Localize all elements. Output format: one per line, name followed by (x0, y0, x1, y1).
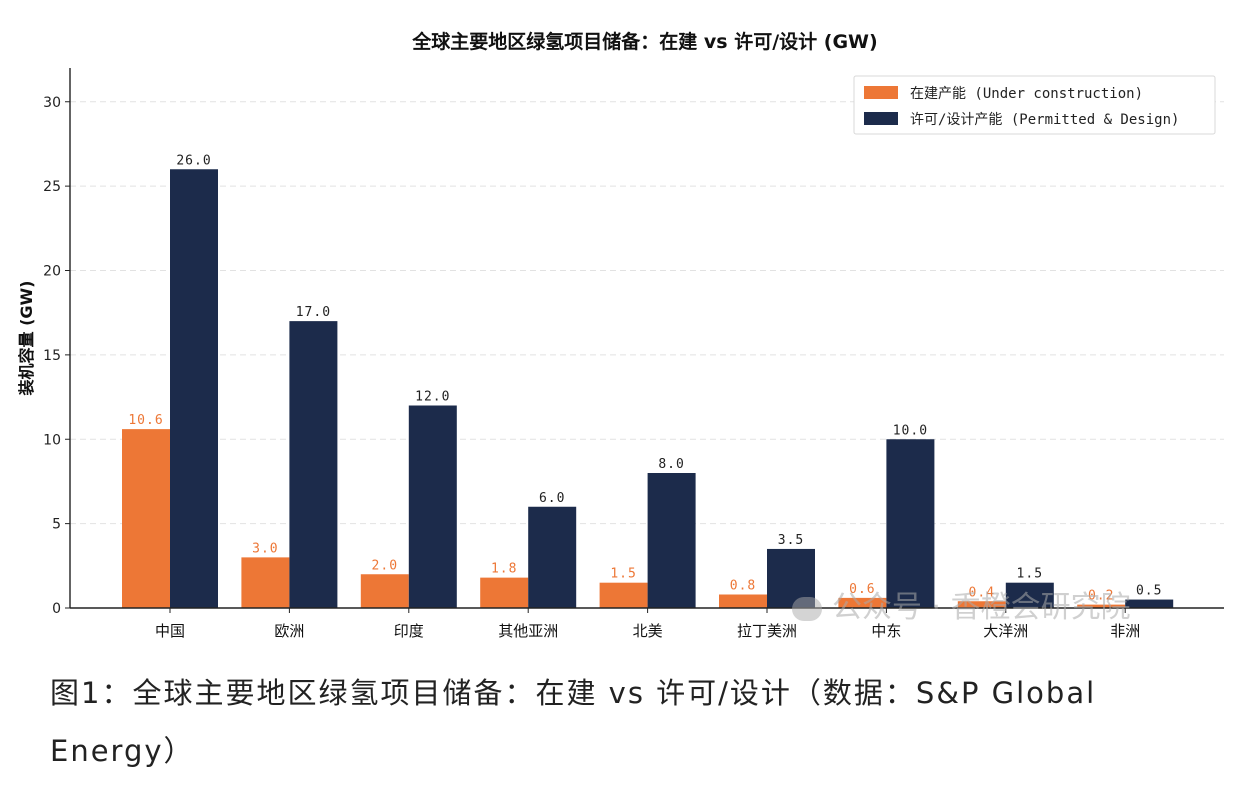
bar-value-label: 0.6 (849, 582, 875, 597)
x-tick-label: 中国 (155, 622, 185, 640)
x-tick-label: 其他亚洲 (498, 622, 558, 640)
bar-value-label: 1.8 (491, 562, 517, 577)
y-tick-label: 10 (43, 432, 61, 448)
bar-permitted-design (886, 439, 935, 608)
figure-caption: 图1：全球主要地区绿氢项目储备：在建 vs 许可/设计（数据：S&P Globa… (50, 676, 1097, 768)
bar-chart: 全球主要地区绿氢项目储备：在建 vs 许可/设计 (GW) 装机容量 (GW) … (17, 30, 1224, 640)
bar-permitted-design (1005, 582, 1054, 608)
bar-under-construction (122, 429, 170, 608)
bar-value-label: 12.0 (415, 390, 450, 405)
bar-value-label: 26.0 (176, 153, 211, 168)
legend: 在建产能 (Under construction) 许可/设计产能 (Permi… (853, 75, 1216, 135)
legend-box (853, 75, 1216, 135)
bars-group (122, 169, 1174, 608)
bar-permitted-design (1125, 599, 1174, 608)
y-tick-label: 15 (43, 348, 61, 364)
grid-lines (70, 101, 1224, 525)
bar-value-label: 0.2 (1088, 589, 1114, 604)
x-tick-label: 北美 (633, 622, 663, 640)
y-axis-label: 装机容量 (GW) (17, 281, 36, 397)
bar-permitted-design (170, 169, 218, 608)
bar-under-construction (480, 577, 529, 608)
y-tick-label: 0 (52, 601, 61, 617)
legend-swatch-permitted-design (864, 112, 898, 125)
y-tick-label: 30 (43, 95, 61, 111)
bar-value-label: 2.0 (372, 558, 398, 573)
legend-swatch-under-construction (864, 86, 898, 99)
bar-under-construction (719, 594, 767, 608)
y-tick-label: 5 (52, 517, 61, 533)
bar-permitted-design (647, 473, 696, 608)
watermark-text: 公众号 · 香橙会研究院 (832, 590, 1131, 625)
bar-value-label: 10.6 (128, 413, 163, 428)
bar-permitted-design (289, 321, 338, 608)
x-tick-label: 中东 (871, 622, 901, 640)
x-tick-label: 欧洲 (274, 622, 304, 640)
bar-value-label: 1.5 (610, 567, 636, 582)
bar-value-label: 1.5 (1017, 567, 1043, 582)
chart-title: 全球主要地区绿氢项目储备：在建 vs 许可/设计 (GW) (411, 30, 877, 53)
legend-label-under-construction: 在建产能 (Under construction) (910, 86, 1143, 102)
bar-under-construction (599, 582, 648, 608)
value-labels: 10.6 26.0 3.0 17.0 2.0 12.0 1.8 6.0 1.5 8.0 0.8 3.5… (128, 153, 1162, 604)
bar-under-construction (241, 557, 290, 608)
bar-value-label: 17.0 (296, 305, 331, 320)
bar-permitted-design (528, 506, 577, 608)
bar-value-label: 6.0 (539, 491, 565, 506)
x-tick-label: 大洋洲 (983, 622, 1028, 640)
bar-value-label: 8.0 (658, 457, 684, 472)
watermark: 公众号 · 香橙会研究院 (792, 582, 1212, 626)
axes (69, 68, 1224, 609)
bar-value-label: 0.8 (730, 579, 756, 594)
bar-under-construction (957, 601, 1006, 608)
bar-value-label: 3.5 (778, 533, 804, 548)
y-tick-label: 25 (43, 179, 61, 195)
bar-value-label: 10.0 (893, 423, 928, 438)
x-ticks: 中国 欧洲 印度 其他亚洲 北美 拉丁美洲 中东 大洋洲 非洲 (155, 608, 1140, 640)
bar-under-construction (1077, 604, 1126, 608)
bar-value-label: 0.4 (969, 585, 995, 600)
y-tick-label: 20 (43, 264, 61, 280)
bar-permitted-design (408, 405, 457, 608)
wechat-icon (792, 596, 822, 621)
x-tick-label: 印度 (394, 622, 424, 640)
bar-value-label: 3.0 (252, 541, 278, 556)
bar-under-construction (838, 597, 887, 608)
legend-label-permitted-design: 许可/设计产能 (Permitted & Design) (910, 112, 1179, 128)
bar-under-construction (360, 574, 409, 608)
bar-value-label: 0.5 (1136, 584, 1162, 599)
x-tick-label: 非洲 (1110, 622, 1140, 640)
x-tick-label: 拉丁美洲 (737, 622, 797, 640)
y-ticks: 0 5 10 15 20 25 30 (43, 95, 70, 617)
